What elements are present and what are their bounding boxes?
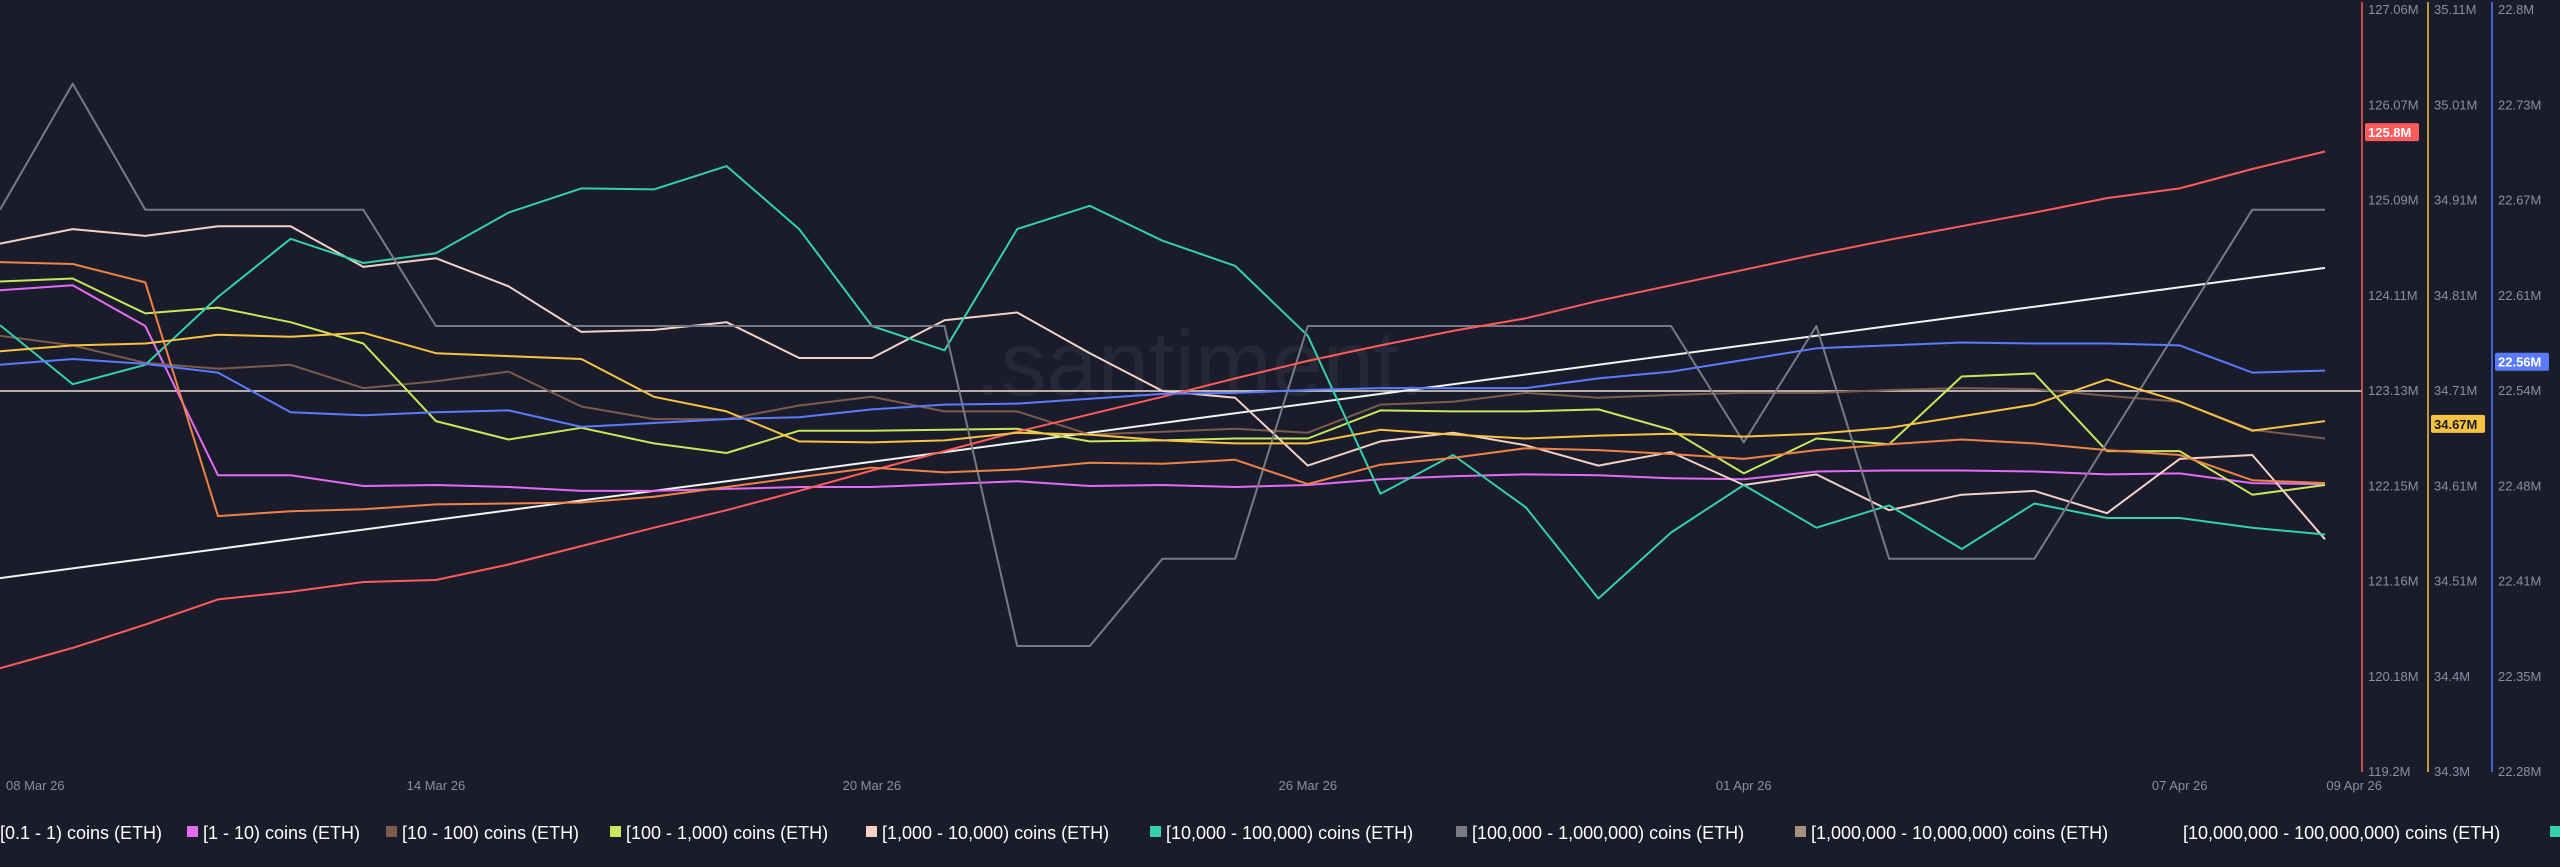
legend-label: [100 - 1,000) coins (ETH) (626, 823, 828, 843)
y-tick-label: 34.81M (2434, 288, 2477, 303)
x-tick-label: 09 Apr 26 (2326, 778, 2382, 793)
series-line-4[interactable] (0, 225, 2326, 540)
y-tick-label: 34.61M (2434, 478, 2477, 493)
y-tick-label: 22.48M (2498, 478, 2541, 493)
y-tick-label: 34.51M (2434, 574, 2477, 589)
series-line-11[interactable] (0, 341, 2326, 428)
legend-swatch (866, 826, 877, 837)
legend-item[interactable]: [100,000 - 1,000,000) coins (ETH) (1456, 823, 1744, 843)
legend-swatch (386, 826, 397, 837)
y-tick-label: 22.35M (2498, 669, 2541, 684)
current-value-badge (2495, 352, 2549, 371)
plot-area[interactable] (0, 82, 2362, 670)
y-tick-label: 126.07M (2368, 97, 2419, 112)
y-tick-label: 125.09M (2368, 193, 2419, 208)
legend-swatch (1795, 826, 1806, 837)
legend-label: [10,000,000 - 100,000,000) coins (ETH) (2183, 823, 2500, 843)
x-tick-label: 07 Apr 26 (2152, 778, 2208, 793)
series-line-9[interactable] (0, 261, 2326, 518)
y-tick-label: 34.3M (2434, 764, 2470, 779)
y-tick-label: 22.61M (2498, 288, 2541, 303)
legend-item[interactable]: [0.1 - 1) coins (ETH) (0, 823, 162, 843)
x-tick-label: 26 Mar 26 (1279, 778, 1338, 793)
watermark: .santiment. (975, 313, 1425, 415)
legend-label: [10 - 100) coins (ETH) (402, 823, 579, 843)
legend-item[interactable]: [1 - 10) coins (ETH) (187, 823, 360, 843)
y-tick-label: 127.06M (2368, 2, 2419, 17)
series-line-2[interactable] (0, 334, 2326, 440)
y-tick-label: 124.11M (2368, 288, 2418, 303)
current-value-badge-label: 34.67M (2434, 417, 2477, 432)
y-tick-label: 22.8M (2498, 2, 2534, 17)
legend-item[interactable]: [100 - 1,000) coins (ETH) (610, 823, 828, 843)
legend-swatch (610, 826, 621, 837)
y-tick-label: 22.54M (2498, 383, 2541, 398)
y-tick-label: 34.4M (2434, 669, 2470, 684)
y-tick-label: 121.16M (2368, 574, 2419, 589)
y-tick-label: 22.73M (2498, 97, 2541, 112)
series-line-0[interactable] (0, 266, 2326, 580)
y-tick-label: 34.91M (2434, 193, 2477, 208)
x-tick-label: 08 Mar 26 (6, 778, 65, 793)
legend-label: [1,000,000 - 10,000,000) coins (ETH) (1811, 823, 2108, 843)
series-line-5[interactable] (0, 165, 2326, 600)
y-tick-label: 22.41M (2498, 574, 2541, 589)
legend-swatch (2167, 826, 2178, 837)
legend-item[interactable]: [1,000,000 - 10,000,000) coins (ETH) (1795, 823, 2108, 843)
current-value-badge-label: 22.56M (2498, 355, 2541, 370)
current-value-badge (2365, 123, 2419, 142)
legend-item[interactable]: [10,000,000 - 100,000,000) coins (ETH) (2167, 823, 2500, 843)
legend: [0.1 - 1) coins (ETH) [1 - 10) coins (ETH… (0, 823, 2560, 843)
current-value-badge-label: 125.8M (2368, 125, 2411, 140)
series-line-8[interactable] (0, 150, 2326, 670)
x-tick-label: 14 Mar 26 (407, 778, 466, 793)
legend-label: [0.1 - 1) coins (ETH) (0, 823, 162, 843)
legend-label: [1 - 10) coins (ETH) (203, 823, 360, 843)
series-line-1[interactable] (0, 284, 2326, 492)
x-tick-label: 20 Mar 26 (843, 778, 902, 793)
legend-item[interactable]: [10,000 - 100,000) coins (ETH) (1150, 823, 1413, 843)
series-line-6[interactable] (0, 82, 2325, 647)
y-axes: 127.06M 126.07M 125.09M 124.11M 123.13M 122.1… (2361, 2, 2549, 779)
legend-label: [10,000 - 100,000) coins (ETH) (1166, 823, 1413, 843)
legend-swatch (1456, 826, 1467, 837)
x-tick-label: 01 Apr 26 (1716, 778, 1772, 793)
x-axis: 08 Mar 26 14 Mar 26 20 Mar 26 26 Mar 26 01 A… (6, 778, 2382, 793)
legend-label: [100,000 - 1,000,000) coins (ETH) (1472, 823, 1744, 843)
legend-swatch (1150, 826, 1161, 837)
y-tick-label: 123.13M (2368, 383, 2419, 398)
current-value-badge (2431, 414, 2485, 433)
y-tick-label: 22.67M (2498, 193, 2541, 208)
legend-item[interactable]: [10 - 100) coins (ETH) (386, 823, 579, 843)
y-tick-label: 35.01M (2434, 97, 2477, 112)
series-line-10[interactable] (0, 331, 2326, 445)
y-tick-label: 122.15M (2368, 478, 2419, 493)
legend-label: [1,000 - 10,000) coins (ETH) (882, 823, 1109, 843)
y-tick-label: 22.28M (2498, 764, 2541, 779)
y-tick-label: 119.2M (2368, 764, 2410, 779)
y-tick-label: 34.71M (2434, 383, 2477, 398)
legend-item[interactable]: [1,000 - 10,000) coins (ETH) (866, 823, 1109, 843)
y-tick-label: 35.11M (2434, 2, 2476, 17)
y-tick-label: 120.18M (2368, 669, 2419, 684)
legend-swatch-clipped (2550, 826, 2560, 837)
legend-swatch (187, 826, 198, 837)
